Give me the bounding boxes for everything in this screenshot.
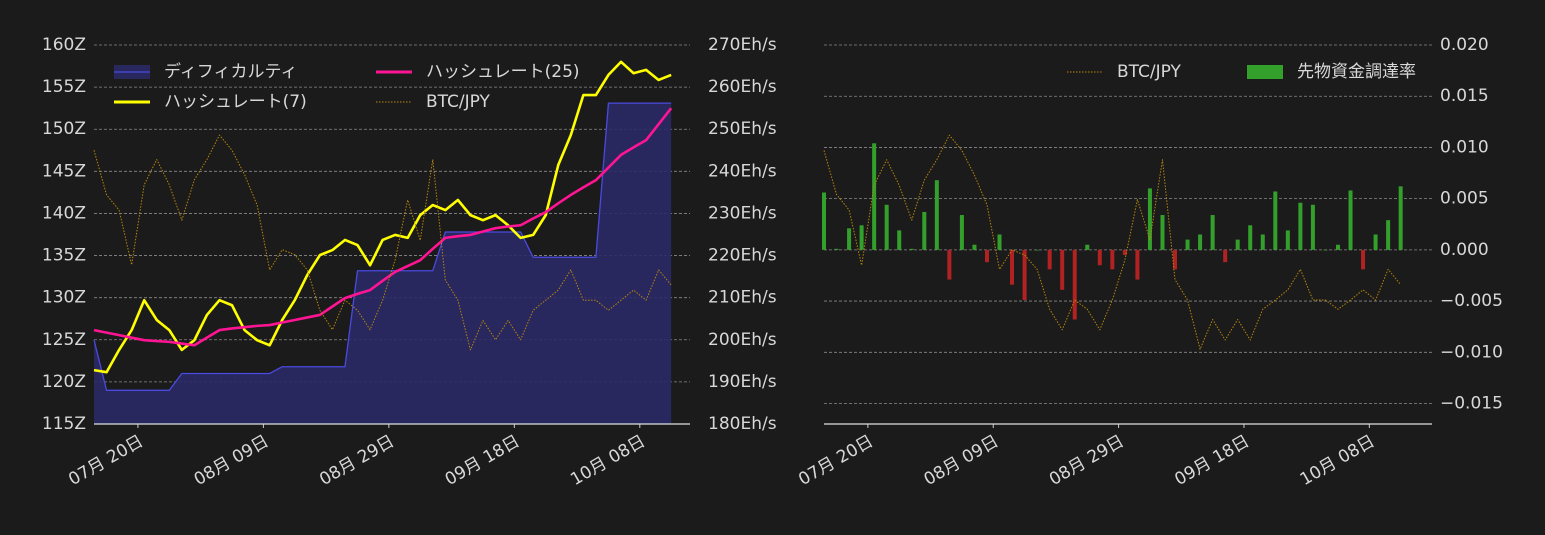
bar — [997, 234, 1002, 250]
y-tick-label: 115Z — [42, 414, 86, 434]
legend-swatch — [1247, 65, 1283, 79]
y-tick-label: −0.015 — [1440, 394, 1503, 414]
bar — [1361, 249, 1366, 270]
y2-tick-label: 180Eh/s — [708, 414, 777, 434]
x-tick-label: 08月 09日 — [921, 431, 1003, 490]
bar — [984, 249, 989, 263]
bar — [1085, 244, 1090, 250]
bar — [1110, 249, 1115, 270]
y-tick-label: 135Z — [42, 246, 86, 266]
y-tick-label: −0.005 — [1440, 291, 1503, 311]
bar — [897, 230, 902, 250]
legend-label: ハッシュレート(25) — [426, 62, 580, 82]
bar — [1298, 202, 1303, 250]
legend-label: ディフィカルティ — [164, 61, 297, 82]
y-tick-label: −0.010 — [1440, 342, 1503, 362]
legend-label: BTC/JPY — [426, 92, 491, 112]
bar — [1173, 249, 1178, 270]
y2-tick-label: 190Eh/s — [708, 372, 777, 392]
x-tick-label: 07月 20日 — [795, 431, 877, 490]
bar — [822, 192, 826, 250]
bar — [1223, 249, 1228, 263]
y-tick-label: 155Z — [42, 77, 86, 97]
y-tick-label: 120Z — [42, 372, 86, 392]
bar — [1035, 249, 1040, 251]
y-tick-label: 145Z — [42, 161, 86, 181]
legend-label: ハッシュレート(7) — [164, 92, 307, 112]
bar — [922, 211, 927, 250]
x-tick-label: 08月 29日 — [1046, 431, 1128, 490]
bar — [1072, 249, 1077, 320]
bar — [1210, 215, 1215, 250]
x-tick-label: 08月 09日 — [191, 431, 273, 490]
bar — [909, 248, 914, 250]
y2-tick-label: 220Eh/s — [708, 246, 777, 266]
bar — [1198, 234, 1203, 250]
x-tick-label: 10月 08日 — [567, 431, 649, 490]
y-tick-label: 130Z — [42, 288, 86, 308]
bar — [1147, 188, 1152, 250]
bar — [872, 143, 877, 250]
bar — [1122, 249, 1127, 255]
x-tick-label: 09月 18日 — [442, 431, 524, 490]
y-tick-label: 0.015 — [1440, 86, 1489, 106]
y2-tick-label: 210Eh/s — [708, 288, 777, 308]
x-tick-label: 08月 29日 — [316, 431, 398, 490]
bar — [1047, 249, 1052, 270]
bar — [1348, 190, 1353, 250]
y-tick-label: 0.000 — [1440, 240, 1489, 260]
bar — [1235, 239, 1240, 250]
bar — [947, 249, 952, 280]
y2-tick-label: 270Eh/s — [708, 35, 777, 55]
legend-label: BTC/JPY — [1117, 62, 1182, 82]
bar — [1010, 249, 1015, 285]
bar — [1185, 239, 1190, 250]
bar — [1160, 215, 1165, 250]
y-tick-label: 125Z — [42, 330, 86, 350]
bar — [959, 215, 964, 250]
y-tick-label: 0.020 — [1440, 35, 1489, 55]
bar — [1335, 244, 1340, 250]
bar — [1135, 249, 1140, 280]
bar — [1273, 191, 1278, 250]
y-tick-label: 0.010 — [1440, 137, 1489, 157]
line-series — [823, 134, 1402, 350]
y-tick-label: 140Z — [42, 203, 86, 223]
bar — [934, 180, 939, 250]
bar — [884, 204, 889, 250]
y2-tick-label: 240Eh/s — [708, 161, 777, 181]
bar — [1373, 234, 1378, 250]
bar — [847, 228, 852, 250]
y-tick-label: 160Z — [42, 35, 86, 55]
bar — [1248, 225, 1253, 250]
bar — [859, 225, 864, 250]
bar — [1285, 230, 1290, 250]
y-tick-label: 0.005 — [1440, 189, 1489, 209]
area-fill — [94, 103, 672, 424]
y2-tick-label: 260Eh/s — [708, 77, 777, 97]
bar — [1310, 204, 1315, 250]
bar — [1097, 249, 1102, 266]
x-tick-label: 07月 20日 — [65, 431, 147, 490]
bar — [1022, 249, 1027, 301]
y2-tick-label: 200Eh/s — [708, 330, 777, 350]
line-series — [93, 102, 672, 391]
bar — [834, 248, 839, 250]
y2-tick-label: 230Eh/s — [708, 203, 777, 223]
x-tick-label: 10月 08日 — [1297, 431, 1379, 490]
line-series — [93, 107, 673, 347]
bar — [1386, 220, 1391, 250]
bar — [1060, 249, 1065, 290]
legend-label: 先物資金調達率 — [1297, 62, 1416, 82]
y2-tick-label: 250Eh/s — [708, 119, 777, 139]
bar — [1260, 234, 1265, 250]
x-tick-label: 09月 18日 — [1171, 431, 1253, 490]
bar — [972, 244, 977, 250]
line-series — [93, 134, 672, 351]
bar — [1398, 186, 1403, 250]
bar — [1323, 249, 1328, 251]
y-tick-label: 150Z — [42, 119, 86, 139]
